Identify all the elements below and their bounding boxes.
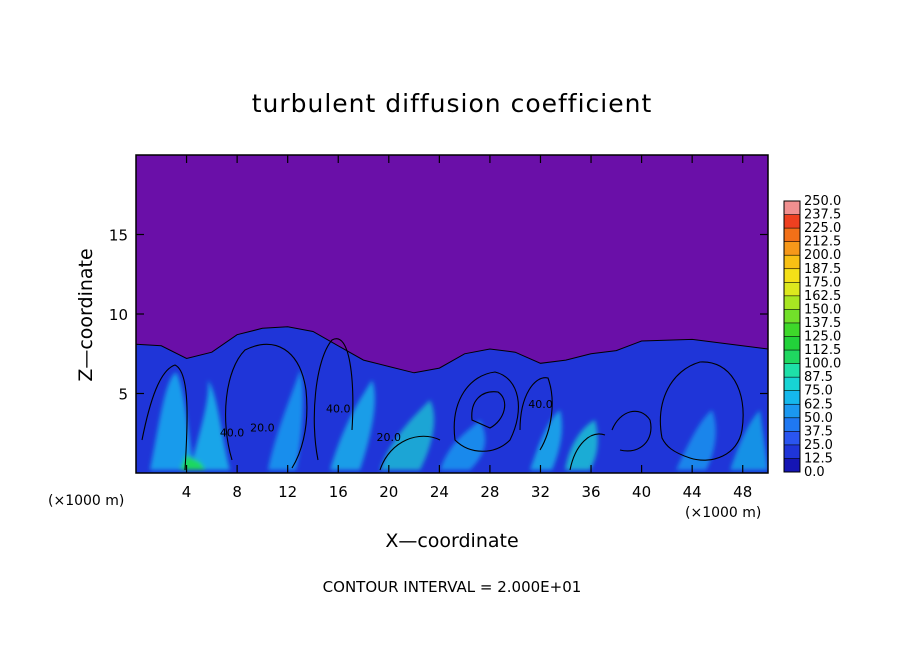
y-axis-ticks: 5 10 15 <box>109 227 768 404</box>
colorbar-label: 87.5 <box>804 370 833 385</box>
x-tick-label: 12 <box>278 483 297 501</box>
x-tick-label: 32 <box>531 483 550 501</box>
plot-area: 40.0 40.0 40.0 20.0 20.0 <box>136 155 768 473</box>
contour-labels: 40.0 40.0 40.0 20.0 20.0 <box>220 398 553 444</box>
colorbar-segment <box>784 444 800 459</box>
x-tick-label: 20 <box>379 483 398 501</box>
colorbar-label: 250.0 <box>804 194 841 209</box>
x-tick-label: 16 <box>329 483 348 501</box>
colorbar-label: 37.5 <box>804 424 833 439</box>
x-tick-label: 48 <box>733 483 752 501</box>
y-tick-label: 10 <box>109 306 128 324</box>
y-tick-label: 5 <box>118 386 128 404</box>
colorbar-segment <box>784 322 800 337</box>
turbulent-eddy-features <box>150 370 768 470</box>
y-tick-label: 15 <box>109 227 128 245</box>
colorbar-label: 50.0 <box>804 411 833 426</box>
x-tick-label: 40 <box>632 483 651 501</box>
chart-title: turbulent diffusion coefficient <box>252 89 653 118</box>
colorbar-segment <box>784 363 800 378</box>
x-tick-label: 24 <box>430 483 449 501</box>
colorbar-label: 100.0 <box>804 357 841 372</box>
colorbar-label: 62.5 <box>804 397 833 412</box>
colorbar-label: 237.5 <box>804 208 841 223</box>
colorbar-label: 25.0 <box>804 438 833 453</box>
colorbar-segment <box>784 431 800 445</box>
contour-label: 40.0 <box>326 403 351 416</box>
colorbar-label: 175.0 <box>804 275 841 290</box>
colorbar-segment <box>784 336 800 351</box>
x-tick-label: 36 <box>581 483 600 501</box>
x-unit-label-right: (×1000 m) <box>685 505 761 521</box>
colorbar-segment <box>784 390 800 405</box>
colorbar-segment <box>784 458 800 472</box>
colorbar-label: 200.0 <box>804 248 841 263</box>
x-axis-label: X—coordinate <box>385 530 518 552</box>
colorbar-label: 12.5 <box>804 451 833 466</box>
contour-label: 20.0 <box>250 422 275 435</box>
colorbar-segment <box>784 309 800 323</box>
contour-label: 20.0 <box>377 431 402 444</box>
colorbar-segment <box>784 295 800 310</box>
colorbar-segment <box>784 241 800 256</box>
colorbar-segment <box>784 377 800 391</box>
colorbar-segment <box>784 228 800 242</box>
colorbar: 0.012.525.037.550.062.575.087.5100.0112.… <box>783 194 841 480</box>
x-tick-label: 8 <box>232 483 242 501</box>
colorbar-label: 137.5 <box>804 316 841 331</box>
contour-label: 40.0 <box>220 426 245 439</box>
colorbar-label: 212.5 <box>804 235 841 250</box>
x-axis-ticks: 4 8 12 16 20 24 28 32 36 40 44 48 <box>182 155 752 501</box>
colorbar-label: 112.5 <box>804 343 841 358</box>
colorbar-segment <box>784 268 800 283</box>
x-unit-label-left: (×1000 m) <box>48 493 124 509</box>
contour-label: 40.0 <box>528 398 553 411</box>
colorbar-segment <box>784 417 800 432</box>
colorbar-segment <box>784 201 800 215</box>
colorbar-label: 75.0 <box>804 384 833 399</box>
colorbar-label: 162.5 <box>804 289 841 304</box>
colorbar-label: 125.0 <box>804 330 841 345</box>
colorbar-label: 150.0 <box>804 302 841 317</box>
y-axis-label: Z—coordinate <box>75 248 97 381</box>
x-tick-label: 28 <box>480 483 499 501</box>
x-tick-label: 4 <box>182 483 192 501</box>
colorbar-segment <box>784 350 800 364</box>
colorbar-label: 225.0 <box>804 221 841 236</box>
colorbar-segment <box>784 214 800 229</box>
x-tick-label: 44 <box>683 483 702 501</box>
colorbar-label: 187.5 <box>804 262 841 277</box>
contour-lines <box>141 338 744 471</box>
colorbar-segment <box>784 282 800 296</box>
contour-interval-note: CONTOUR INTERVAL = 2.000E+01 <box>323 578 582 596</box>
colorbar-segment <box>784 404 800 418</box>
colorbar-label: 0.0 <box>804 465 825 480</box>
colorbar-segment <box>784 255 800 269</box>
